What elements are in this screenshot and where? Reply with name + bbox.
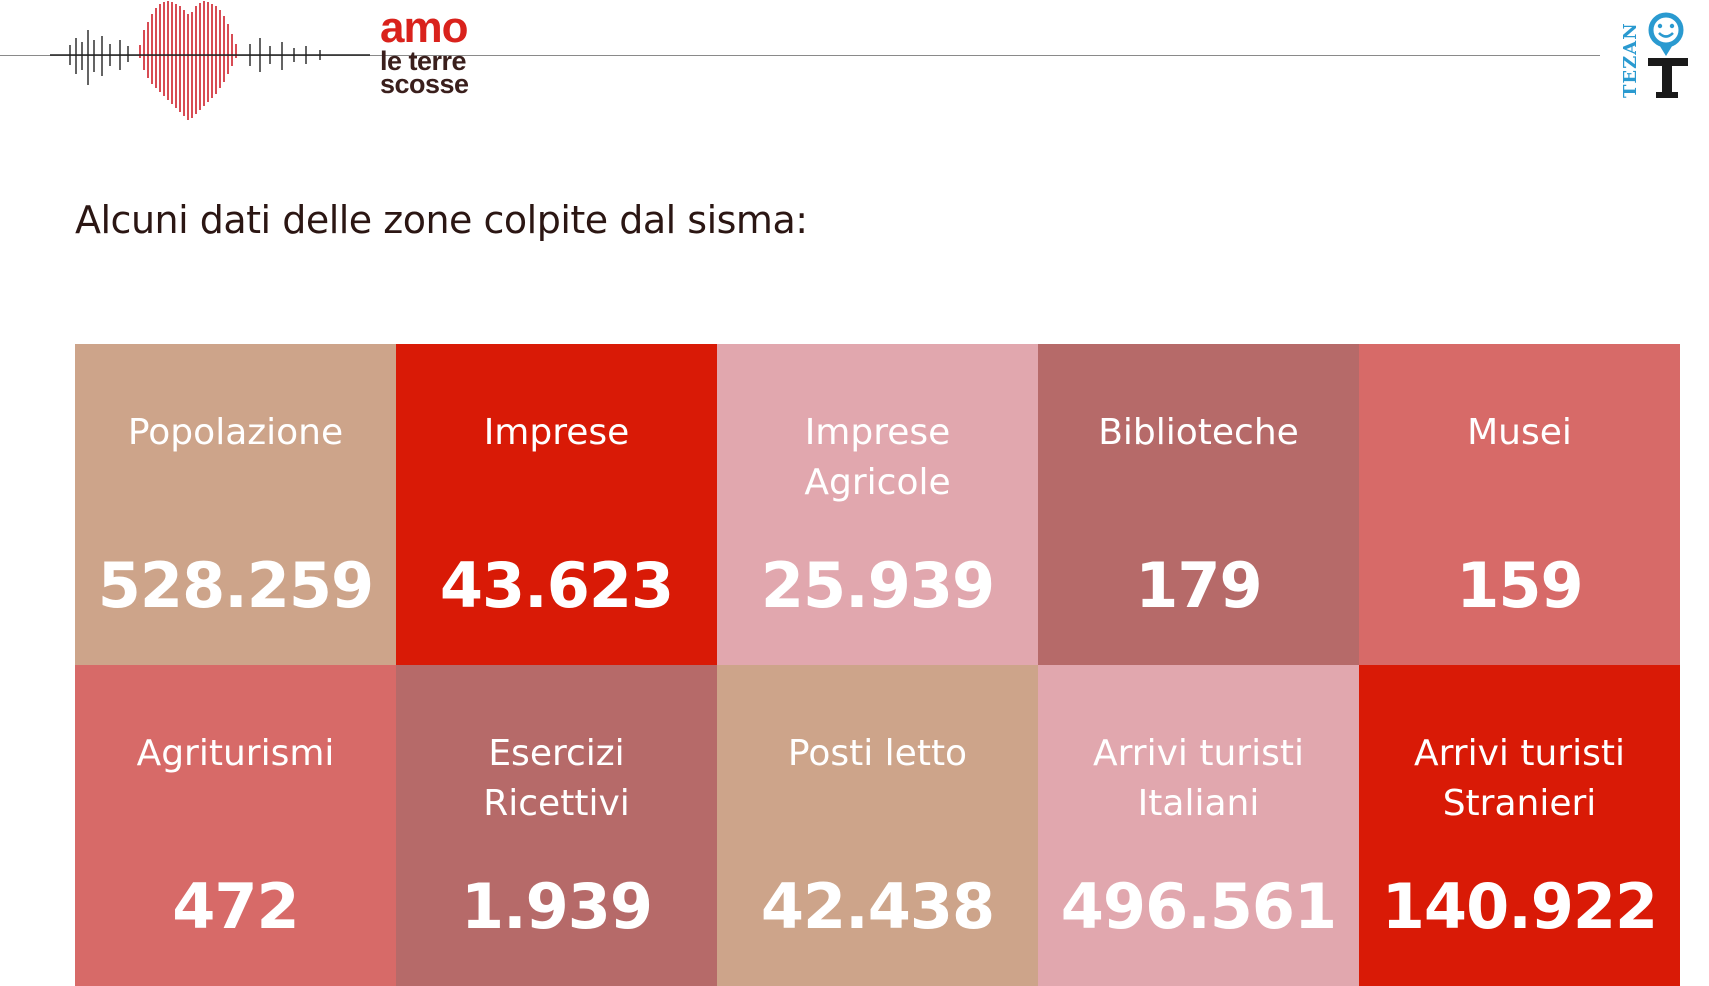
stat-tile-imprese: Imprese 43.623 xyxy=(396,344,717,665)
stat-value: 528.259 xyxy=(97,549,374,622)
brand-line-le-terre: le terre xyxy=(380,46,467,76)
brand-line-scosse: scosse xyxy=(380,69,469,99)
stat-label: Arrivi turisti Stranieri xyxy=(1414,733,1625,824)
brand-line-amo: amo xyxy=(380,3,468,52)
stat-value: 1.939 xyxy=(460,870,653,943)
stat-value: 43.623 xyxy=(439,549,674,622)
stat-tile-posti-letto: Posti letto 42.438 xyxy=(717,665,1038,986)
map-pin-smiley-icon xyxy=(1648,12,1688,98)
stats-grid: Popolazione 528.259 Imprese 43.623 Impre… xyxy=(75,344,1680,986)
header-divider xyxy=(0,55,1600,56)
stat-label: Esercizi Ricettivi xyxy=(483,733,630,824)
heartbeat-heart-icon xyxy=(50,1,370,120)
stat-value: 140.922 xyxy=(1381,870,1658,943)
stat-label: Biblioteche xyxy=(1098,412,1299,453)
stat-value: 179 xyxy=(1135,549,1262,622)
stat-tile-biblioteche: Biblioteche 179 xyxy=(1038,344,1359,665)
stat-tile-esercizi-ricettivi: Esercizi Ricettivi 1.939 xyxy=(396,665,717,986)
stat-tile-musei: Musei 159 xyxy=(1359,344,1680,665)
stat-value: 496.561 xyxy=(1060,870,1337,943)
stat-value: 42.438 xyxy=(760,870,995,943)
stat-tile-imprese-agricole: Imprese Agricole 25.939 xyxy=(717,344,1038,665)
stat-tile-popolazione: Popolazione 528.259 xyxy=(75,344,396,665)
stat-value: 159 xyxy=(1456,549,1583,622)
stat-label: Posti letto xyxy=(787,733,968,774)
brand-wordmark: amo le terre scosse xyxy=(380,6,469,98)
stat-tile-arrivi-stranieri: Arrivi turisti Stranieri 140.922 xyxy=(1359,665,1680,986)
stat-value: 25.939 xyxy=(760,549,995,622)
partner-logo-text: TEZAN xyxy=(1620,22,1641,98)
stat-tile-arrivi-italiani: Arrivi turisti Italiani 496.561 xyxy=(1038,665,1359,986)
stat-label: Musei xyxy=(1467,412,1572,453)
section-title: Alcuni dati delle zone colpite dal sisma… xyxy=(75,198,808,242)
stat-value: 472 xyxy=(172,870,299,943)
stat-label: Imprese Agricole xyxy=(804,412,951,503)
stat-label: Arrivi turisti Italiani xyxy=(1093,733,1304,824)
stat-label: Popolazione xyxy=(127,412,344,453)
stat-label: Agriturismi xyxy=(136,733,335,774)
stat-label: Imprese xyxy=(483,412,630,453)
stat-tile-agriturismi: Agriturismi 472 xyxy=(75,665,396,986)
